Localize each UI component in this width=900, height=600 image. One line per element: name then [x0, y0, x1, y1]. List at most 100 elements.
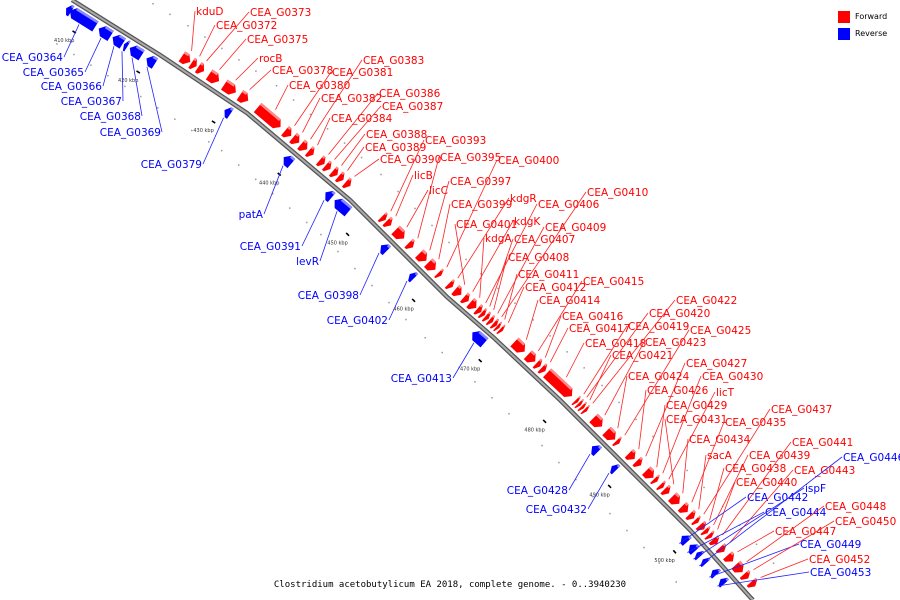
gene-label[interactable]: CEA_G0386 [379, 88, 441, 100]
gene-label[interactable]: CEA_G0438 [725, 463, 786, 475]
gene-label[interactable]: CEA_G0441 [792, 437, 853, 449]
gene-arrow-CEA_G0439[interactable] [700, 526, 712, 537]
gene-label[interactable]: CEA_G0366 [41, 81, 103, 93]
gene-arrow-CEA_G0409[interactable] [485, 315, 497, 327]
gene-arrow-CEA_G0435[interactable] [677, 502, 692, 516]
gene-label[interactable]: CEA_G0397 [450, 176, 511, 188]
gene-label[interactable]: CEA_G0375 [247, 34, 308, 46]
gene-arrow-patA[interactable] [280, 153, 296, 169]
gene-arrow-CEA_G0400[interactable] [434, 268, 445, 280]
gene-arrow-CEA_G0413[interactable] [468, 328, 489, 348]
gene-label[interactable]: CEA_G0373 [250, 7, 311, 19]
gene-label[interactable]: CEA_G0372 [216, 20, 277, 32]
gene-arrow-CEA_G0388[interactable] [328, 166, 341, 179]
gene-arrow-CEA_G0366[interactable] [109, 32, 126, 49]
gene-arrow-kduD[interactable] [178, 51, 194, 67]
gene-label[interactable]: CEA_G0390 [380, 154, 441, 166]
gene-label[interactable]: CEA_G0428 [507, 485, 568, 497]
gene-arrow-CEA_G0425[interactable] [612, 436, 623, 448]
gene-arrow-CEA_G0395[interactable] [404, 238, 417, 252]
gene-label[interactable]: CEA_G0391 [240, 241, 301, 253]
gene-label[interactable]: CEA_G0412 [525, 282, 586, 294]
gene-arrow-levR[interactable] [331, 196, 353, 217]
gene-arrow-CEA_G0438[interactable] [695, 520, 709, 533]
gene-arrow-CEA_G0391[interactable] [322, 188, 336, 203]
gene-label[interactable]: CEA_G0413 [391, 373, 452, 385]
gene-label[interactable]: CEA_G0449 [800, 539, 861, 551]
gene-label[interactable]: CEA_G0401 [456, 219, 517, 231]
gene-arrow-CEA_G0386[interactable] [315, 155, 328, 169]
gene-label[interactable]: CEA_G0421 [612, 350, 673, 362]
gene-label[interactable]: patA [239, 209, 264, 221]
gene-label[interactable]: CEA_G0422 [676, 295, 737, 307]
gene-label[interactable]: CEA_G0429 [666, 400, 727, 412]
gene-label[interactable]: ispF [805, 483, 826, 495]
gene-label[interactable]: CEA_G0448 [825, 501, 886, 513]
gene-arrow-CEA_G0423[interactable] [589, 413, 606, 431]
gene-label[interactable]: CEA_G0383 [363, 55, 424, 67]
gene-arrow-CEA_G0422[interactable] [580, 404, 591, 416]
gene-label[interactable]: CEA_G0365 [23, 67, 84, 79]
gene-arrow-CEA_G0410[interactable] [489, 318, 501, 331]
gene-arrow-CEA_G0414[interactable] [510, 337, 528, 356]
gene-label[interactable]: CEA_G0368 [80, 111, 141, 123]
gene-label[interactable]: CEA_G0417 [569, 323, 630, 335]
gene-label[interactable]: CEA_G0416 [562, 311, 624, 323]
gene-arrow-CEA_G0415[interactable] [523, 350, 540, 366]
gene-label[interactable]: CEA_G0424 [628, 371, 690, 383]
gene-arrow-CEA_G0384[interactable] [304, 146, 317, 159]
gene-label[interactable]: CEA_G0437 [771, 404, 832, 416]
gene-label[interactable]: CEA_G0399 [451, 199, 512, 211]
gene-label[interactable]: CEA_G0415 [583, 276, 644, 288]
gene-label[interactable]: levR [296, 256, 319, 268]
gene-label[interactable]: kduD [196, 6, 224, 18]
gene-label[interactable]: CEA_G0395 [440, 152, 501, 164]
gene-label[interactable]: CEA_G0442 [747, 492, 808, 504]
gene-arrow-CEA_G0390[interactable] [341, 177, 354, 190]
gene-label[interactable]: kdgR [510, 193, 537, 205]
gene-arrow-CEA_G0442[interactable] [677, 532, 692, 546]
gene-arrow-licC[interactable] [391, 225, 408, 243]
gene-arrow-CEA_G0427[interactable] [632, 456, 645, 470]
gene-label[interactable]: CEA_G0402 [327, 315, 388, 327]
gene-label[interactable]: CEA_G0387 [382, 101, 443, 113]
gene-arrow-CEA_G0393[interactable] [377, 212, 390, 224]
gene-arrow-CEA_G0380[interactable] [253, 103, 285, 132]
gene-arrow-CEA_G0424[interactable] [602, 426, 619, 444]
gene-label[interactable]: CEA_G0432 [526, 504, 587, 516]
gene-label[interactable]: CEA_G0384 [331, 113, 393, 125]
gene-label[interactable]: CEA_G0408 [508, 252, 569, 264]
gene-arrow-CEA_G0429[interactable] [642, 466, 658, 482]
gene-arrow-CEA_G0369[interactable] [143, 53, 159, 69]
gene-label[interactable]: CEA_G0446 [843, 452, 900, 464]
gene-arrow-CEA_G0408[interactable] [481, 311, 493, 324]
gene-arrow-CEA_G0389[interactable] [334, 171, 347, 185]
gene-arrow-CEA_G0383[interactable] [297, 139, 311, 154]
gene-arrow-CEA_G0416[interactable] [532, 358, 545, 371]
gene-arrow-CEA_G0443[interactable] [715, 543, 729, 555]
gene-label[interactable]: CEA_G0425 [690, 325, 751, 337]
gene-arrow-licB[interactable] [382, 216, 395, 230]
gene-arrow-CEA_G0426[interactable] [624, 449, 639, 463]
gene-label[interactable]: CEA_G0453 [810, 567, 871, 579]
gene-label[interactable]: licB [414, 170, 433, 182]
gene-arrow-CEA_G0411[interactable] [493, 321, 503, 332]
gene-arrow-CEA_G0378[interactable] [236, 90, 252, 106]
gene-label[interactable]: CEA_G0406 [538, 199, 600, 211]
gene-label[interactable]: CEA_G0447 [775, 526, 836, 538]
gene-label[interactable]: CEA_G0378 [272, 65, 333, 77]
gene-label[interactable]: CEA_G0419 [628, 321, 689, 333]
gene-arrow-CEA_G0419[interactable] [571, 395, 582, 407]
gene-label[interactable]: CEA_G0388 [366, 129, 427, 141]
gene-label[interactable]: CEA_G0407 [514, 234, 575, 246]
gene-label[interactable]: CEA_G0430 [702, 371, 763, 383]
gene-label[interactable]: CEA_G0364 [2, 52, 64, 64]
gene-arrow-CEA_G0398[interactable] [377, 241, 391, 256]
gene-arrow-rocB[interactable] [220, 79, 239, 98]
gene-label[interactable]: CEA_G0400 [498, 155, 559, 167]
gene-arrow-CEA_G0417[interactable] [537, 363, 550, 375]
gene-label[interactable]: CEA_G0393 [425, 135, 486, 147]
gene-label[interactable]: CEA_G0389 [365, 142, 426, 154]
gene-arrow-CEA_G0449[interactable] [708, 566, 722, 579]
gene-label[interactable]: CEA_G0434 [689, 434, 751, 446]
